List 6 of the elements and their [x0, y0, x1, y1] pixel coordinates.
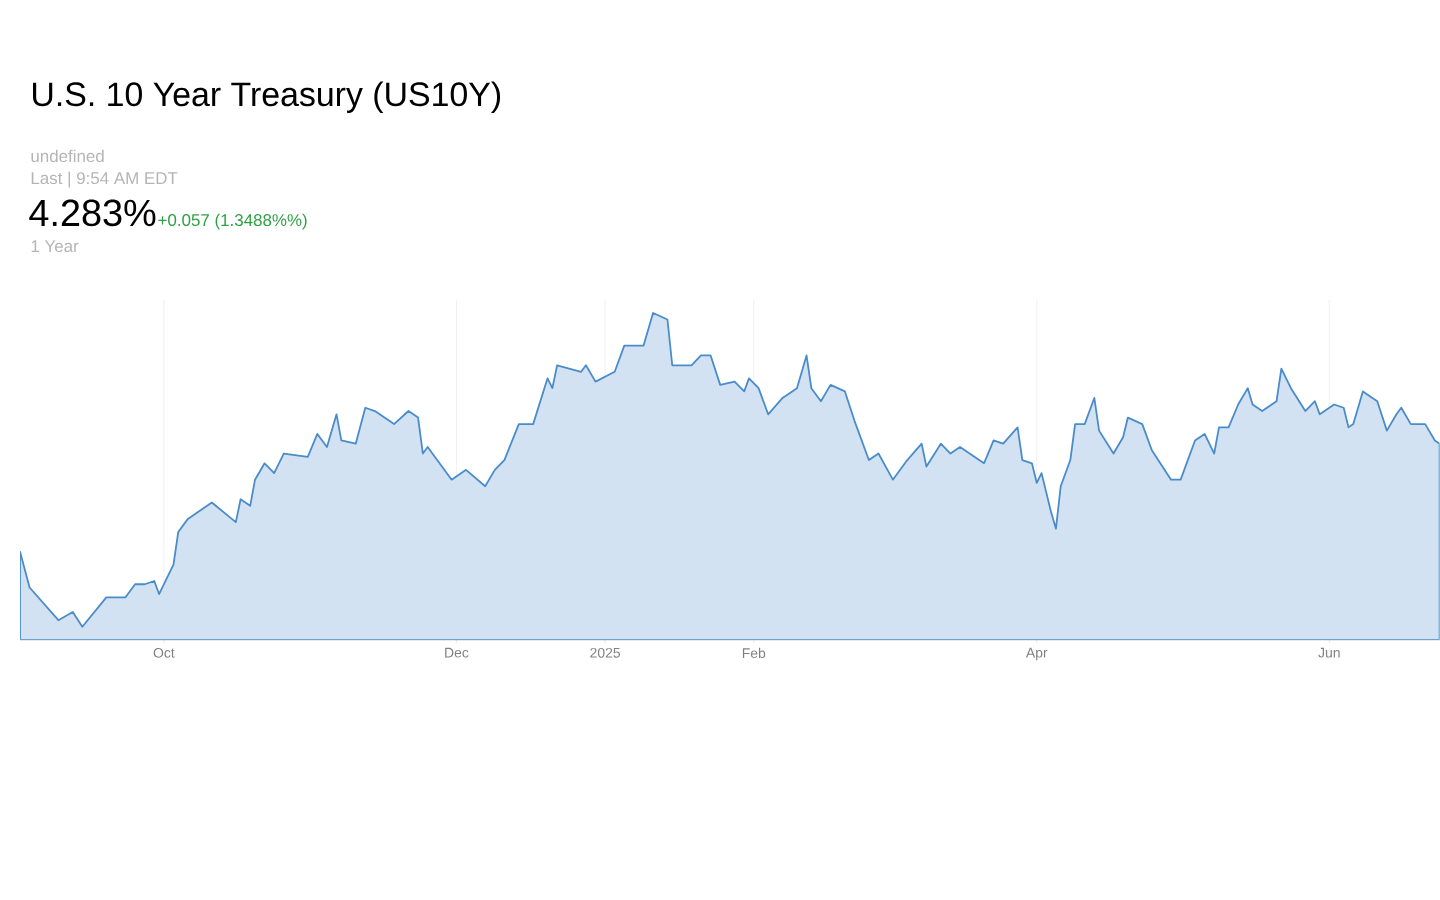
text: +0.057 (1.3488%%): [158, 213, 307, 230]
text: 4.283%: [29, 199, 156, 227]
text: Last | 9:54 AM EDT: [31, 171, 178, 188]
text: 1 Year: [31, 240, 79, 253]
text: undefined: [31, 149, 104, 163]
chart-title: U.S. 10 Year Treasury (US10Y): [33, 81, 501, 114]
